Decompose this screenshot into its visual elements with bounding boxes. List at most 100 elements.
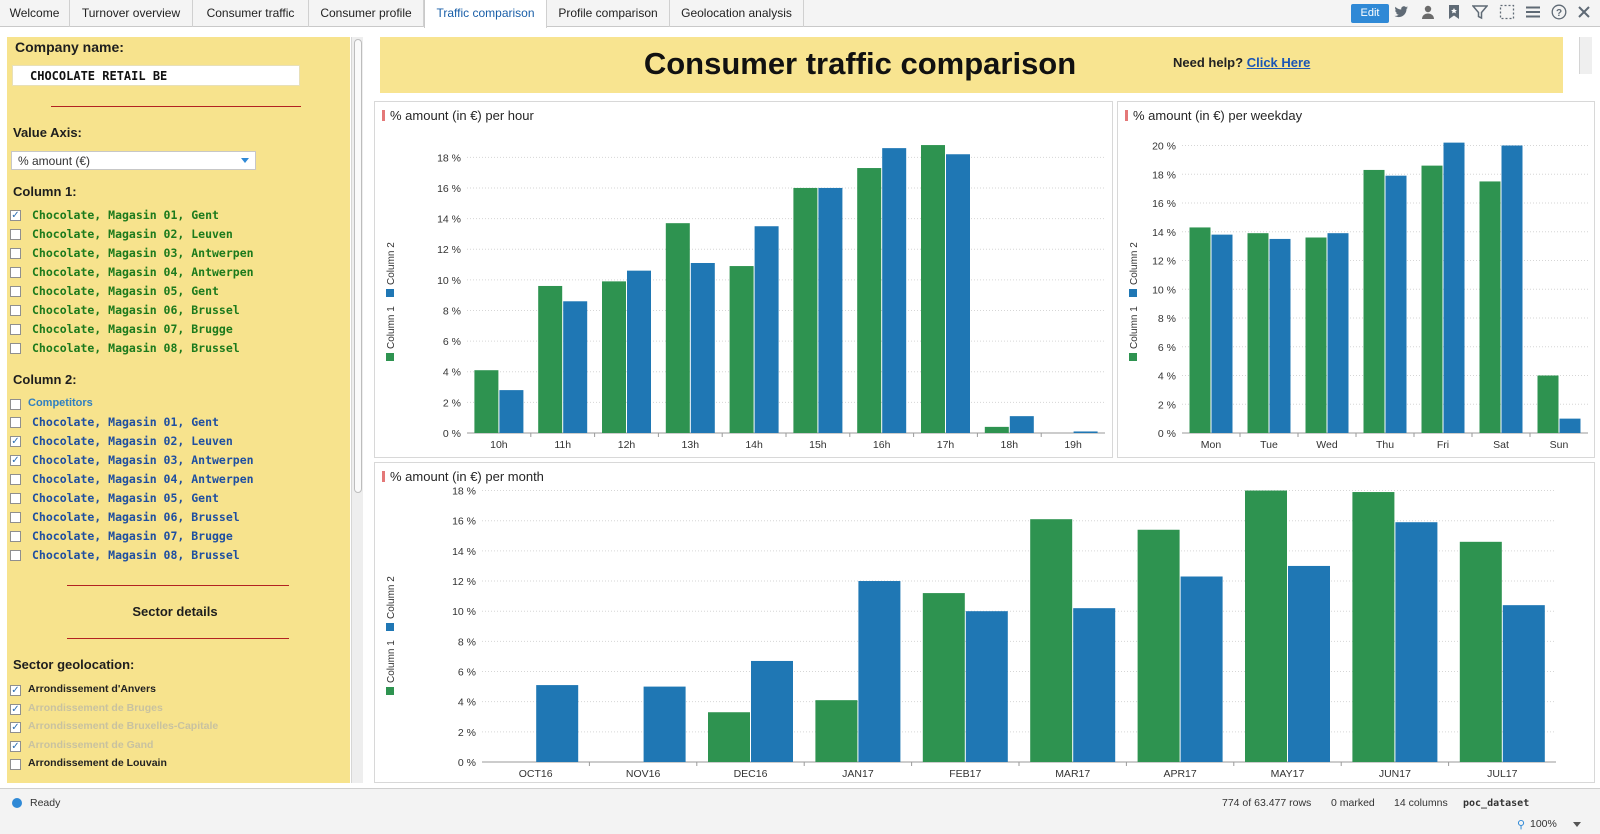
list-item[interactable]: ✓ Arrondissement de Gand	[10, 739, 310, 755]
y-tick-label: 14 %	[437, 214, 461, 226]
checkbox[interactable]: ✓	[10, 740, 21, 752]
checkbox[interactable]	[10, 229, 21, 240]
list-item-label: Chocolate, Magasin 05, Gent	[32, 491, 219, 505]
tab-consumer-profile[interactable]: Consumer profile	[309, 0, 424, 27]
bar-column2	[1502, 605, 1545, 762]
list-item-label: Arrondissement de Bruxelles-Capitale	[28, 720, 219, 733]
tab-geolocation-analysis[interactable]: Geolocation analysis	[670, 0, 804, 27]
tab-turnover-overview[interactable]: Turnover overview	[70, 0, 193, 27]
value-axis-dropdown[interactable]: % amount (€)	[11, 151, 256, 170]
y-tick-label: 0 %	[458, 757, 476, 769]
list-item[interactable]: ✓ Arrondissement d'Anvers	[10, 683, 310, 699]
checkbox[interactable]	[10, 512, 21, 523]
checkbox[interactable]	[10, 550, 21, 561]
bookmark-icon[interactable]	[1444, 4, 1464, 24]
zoom-level[interactable]: 100%	[1530, 818, 1557, 830]
checkbox[interactable]	[10, 267, 21, 278]
list-item[interactable]: Chocolate, Magasin 07, Brugge	[10, 529, 310, 545]
checkbox[interactable]: ✓	[10, 455, 21, 466]
checkbox[interactable]: ✓	[10, 436, 21, 447]
checkbox[interactable]	[10, 493, 21, 504]
list-item[interactable]: Chocolate, Magasin 05, Gent	[10, 284, 310, 300]
list-item[interactable]: Chocolate, Magasin 02, Leuven	[10, 227, 310, 243]
list-item[interactable]: Chocolate, Magasin 04, Antwerpen	[10, 472, 310, 488]
checkbox[interactable]: ✓	[10, 210, 21, 221]
chart-panel-monthly: % amount (in €) per month 0 % 2 % 4 % 6 % 8 …	[374, 462, 1595, 783]
y-tick-label: 6 %	[1158, 342, 1176, 354]
x-tick-label: FEB17	[949, 768, 981, 780]
legend-swatch-column2	[1129, 289, 1137, 297]
list-item[interactable]: ✓ Arrondissement de Bruges	[10, 702, 310, 718]
list-item[interactable]: Chocolate, Magasin 07, Brugge	[10, 322, 310, 338]
checkbox[interactable]: ✓	[10, 722, 21, 734]
checkbox[interactable]: ✓	[10, 685, 21, 696]
marked-count[interactable]: 0 marked	[1331, 797, 1375, 809]
list-item[interactable]: Chocolate, Magasin 06, Brussel	[10, 303, 310, 319]
checkbox[interactable]	[10, 305, 21, 316]
bar-column2	[1443, 142, 1465, 433]
list-item[interactable]: Chocolate, Magasin 08, Brussel	[10, 341, 310, 357]
list-item[interactable]: ✓ Chocolate, Magasin 03, Antwerpen	[10, 453, 310, 469]
x-tick-label: 15h	[809, 439, 827, 451]
tab-traffic-comparison[interactable]: Traffic comparison	[424, 0, 547, 28]
x-tick-label: Wed	[1316, 439, 1338, 451]
list-item[interactable]: Chocolate, Magasin 05, Gent	[10, 491, 310, 507]
checkbox[interactable]	[10, 474, 21, 485]
bar-column2	[1073, 608, 1116, 762]
x-tick-label: Thu	[1376, 439, 1394, 451]
monthly-chart[interactable]: 0 % 2 % 4 % 6 % 8 % 10 % 12 % 14 % 16 % 18 % Colum…	[375, 463, 1596, 784]
hourly-chart[interactable]: 0 % 2 % 4 % 6 % 8 % 10 % 12 % 14 % 16 % 18 % Colum…	[375, 102, 1114, 459]
list-item-label: Arrondissement d'Anvers	[28, 683, 156, 695]
filter-panel-scrollbar[interactable]	[351, 37, 363, 783]
checkbox[interactable]	[10, 286, 21, 297]
list-item[interactable]: Chocolate, Magasin 08, Brussel	[10, 548, 310, 564]
checkbox[interactable]	[10, 324, 21, 335]
list-item[interactable]: Chocolate, Magasin 04, Antwerpen	[10, 265, 310, 281]
filter-icon[interactable]	[1470, 4, 1490, 24]
value-axis-selected: % amount (€)	[18, 154, 91, 168]
bar-column1	[857, 168, 882, 433]
list-item[interactable]: ✓ Chocolate, Magasin 01, Gent	[10, 208, 310, 224]
tab-consumer-traffic[interactable]: Consumer traffic	[193, 0, 309, 27]
checkbox[interactable]	[10, 417, 21, 428]
help-icon[interactable]: ?	[1549, 4, 1569, 24]
twitter-icon[interactable]	[1391, 4, 1411, 24]
list-item[interactable]: Chocolate, Magasin 01, Gent	[10, 415, 310, 431]
column-count[interactable]: 14 columns	[1394, 797, 1448, 809]
checkbox[interactable]: ✓	[10, 703, 21, 715]
scrollbar-thumb[interactable]	[354, 39, 362, 493]
menu-icon[interactable]	[1523, 4, 1543, 24]
weekday-chart[interactable]: 0 % 2 % 4 % 6 % 8 % 10 % 12 % 14 % 16 % 18 % 20 % C…	[1118, 102, 1596, 459]
y-tick-label: 16 %	[437, 183, 461, 195]
checkbox[interactable]	[10, 399, 21, 410]
page-scrollbar[interactable]	[1579, 37, 1592, 74]
bar-column1	[1247, 233, 1269, 433]
dataset-name[interactable]: poc_dataset	[1463, 798, 1530, 809]
y-tick-label: 8 %	[443, 305, 461, 317]
checkbox[interactable]	[10, 531, 21, 542]
selection-icon[interactable]	[1497, 4, 1517, 24]
checkbox[interactable]	[10, 759, 21, 771]
tab-profile-comparison[interactable]: Profile comparison	[547, 0, 670, 27]
list-item[interactable]: Chocolate, Magasin 06, Brussel	[10, 510, 310, 526]
y-tick-label: 10 %	[452, 606, 476, 618]
close-icon[interactable]	[1574, 4, 1594, 24]
tab-welcome[interactable]: Welcome	[0, 0, 70, 27]
company-field[interactable]: CHOCOLATE RETAIL BE	[12, 65, 300, 86]
edit-button[interactable]: Edit	[1351, 4, 1389, 23]
y-tick-label: 0 %	[1158, 428, 1176, 440]
x-tick-label: JUN17	[1379, 768, 1411, 780]
x-tick-label: MAY17	[1271, 768, 1305, 780]
checkbox[interactable]	[10, 248, 21, 259]
chevron-down-icon[interactable]	[1573, 822, 1581, 827]
list-item[interactable]: Arrondissement de Louvain	[10, 757, 310, 773]
list-item[interactable]: ✓ Chocolate, Magasin 02, Leuven	[10, 434, 310, 450]
legend: Column 1 Column 2	[386, 242, 397, 361]
list-item[interactable]: Chocolate, Magasin 03, Antwerpen	[10, 246, 310, 262]
help-link[interactable]: Click Here	[1246, 55, 1311, 70]
user-icon[interactable]	[1418, 4, 1438, 24]
list-item[interactable]: ✓ Arrondissement de Bruxelles-Capitale	[10, 720, 310, 736]
bar-column1	[1537, 375, 1559, 433]
checkbox[interactable]	[10, 343, 21, 354]
help-prompt: Need help? Click Here	[1173, 55, 1310, 70]
